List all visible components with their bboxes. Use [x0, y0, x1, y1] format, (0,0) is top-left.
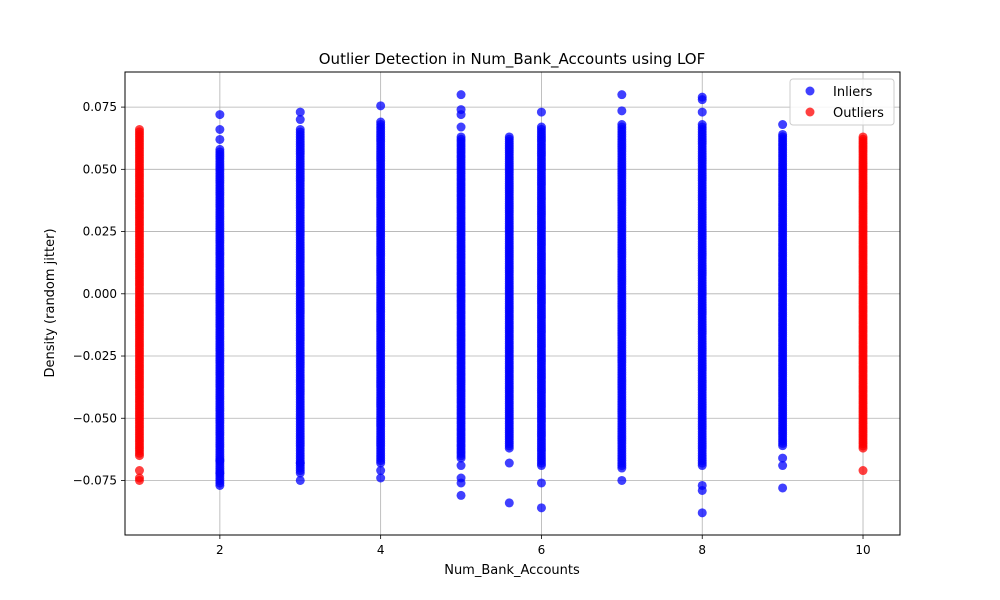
data-point — [134, 466, 144, 476]
data-point — [858, 466, 868, 476]
data-point — [295, 115, 305, 125]
y-tick-label: 0.000 — [83, 287, 117, 301]
x-tick-label: 10 — [855, 543, 870, 557]
data-point — [456, 90, 466, 100]
data-point — [215, 456, 225, 466]
data-point — [778, 461, 788, 471]
data-point — [134, 125, 144, 135]
data-point — [295, 107, 305, 117]
data-point — [504, 458, 514, 468]
series-outliers — [134, 125, 868, 485]
data-point — [504, 132, 514, 142]
data-point — [376, 101, 386, 111]
data-point — [617, 475, 627, 485]
data-point — [617, 90, 627, 100]
y-tick-label: 0.025 — [83, 225, 117, 239]
data-point — [456, 122, 466, 132]
data-point — [617, 120, 627, 130]
scatter-points — [134, 90, 868, 518]
data-point — [456, 110, 466, 120]
legend: Inliers Outliers — [789, 78, 895, 126]
data-point — [536, 503, 546, 513]
y-tick-label: −0.025 — [73, 349, 117, 363]
data-point — [697, 485, 707, 495]
x-axis-label: Num_Bank_Accounts — [444, 563, 580, 578]
data-point — [536, 107, 546, 117]
data-point — [697, 120, 707, 130]
data-point — [215, 125, 225, 135]
data-point — [778, 453, 788, 463]
series-inliers — [215, 90, 788, 518]
data-point — [697, 95, 707, 105]
x-tick-label: 4 — [377, 543, 385, 557]
data-point — [456, 490, 466, 500]
data-point — [215, 468, 225, 478]
data-point — [536, 478, 546, 488]
y-tick-label: −0.075 — [73, 473, 117, 487]
data-point — [456, 132, 466, 142]
data-point — [295, 475, 305, 485]
y-tick-label: 0.075 — [83, 100, 117, 114]
data-point — [778, 483, 788, 493]
data-point — [295, 458, 305, 468]
legend-marker-outliers — [805, 107, 815, 117]
chart-title: Outlier Detection in Num_Bank_Accounts u… — [319, 50, 705, 69]
plot-area-frame — [124, 71, 901, 536]
data-point — [456, 461, 466, 471]
data-point — [134, 475, 144, 485]
data-point — [778, 129, 788, 139]
data-point — [215, 134, 225, 144]
data-point — [456, 478, 466, 488]
x-tick-label: 2 — [216, 543, 224, 557]
data-point — [376, 473, 386, 483]
data-point — [376, 466, 386, 476]
data-point — [295, 125, 305, 135]
y-axis-label: Density (random jitter) — [43, 228, 58, 377]
legend-label-inliers: Inliers — [833, 85, 873, 100]
y-tick-label: −0.050 — [73, 411, 117, 425]
legend-marker-inliers — [805, 86, 815, 96]
data-point — [697, 107, 707, 117]
data-point — [376, 117, 386, 127]
legend-label-outliers: Outliers — [833, 106, 884, 121]
data-point — [617, 106, 627, 116]
data-point — [697, 508, 707, 518]
axis-ticks: 2 4 6 8 10 −0.075 −0.050 −0.025 0.000 0.025 0.050 0… — [73, 100, 871, 557]
data-point — [215, 144, 225, 154]
data-point — [858, 132, 868, 142]
x-tick-label: 8 — [698, 543, 706, 557]
data-point — [215, 110, 225, 120]
data-point — [504, 498, 514, 508]
x-tick-label: 6 — [538, 543, 546, 557]
y-tick-label: 0.050 — [83, 162, 117, 176]
data-point — [778, 120, 788, 130]
legend-box — [789, 78, 895, 126]
data-point — [536, 122, 546, 132]
